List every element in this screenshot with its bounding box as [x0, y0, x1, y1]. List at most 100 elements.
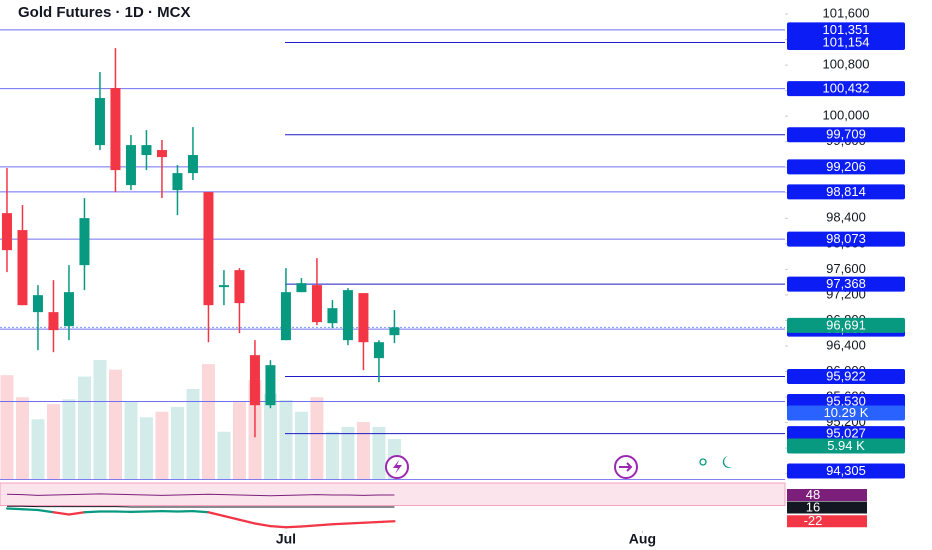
level-tag-label: 97,368	[826, 276, 866, 291]
indicator-segment	[377, 520, 396, 524]
indicator-segment	[315, 523, 334, 527]
indicator-segment	[83, 510, 102, 514]
level-tag	[787, 81, 905, 97]
volume-bar	[77, 376, 91, 480]
volume-tag-label: 5.94 K	[827, 438, 865, 453]
level-tag	[787, 463, 905, 479]
volume-bar	[93, 360, 107, 480]
x-tick-label: Aug	[629, 531, 656, 547]
last-price-tag	[787, 317, 905, 333]
indicator-segment	[36, 508, 55, 514]
volume-bar	[356, 422, 370, 480]
candle-body	[218, 285, 229, 288]
volume-bar	[62, 399, 76, 480]
level-tag	[787, 231, 905, 247]
candle-body	[187, 155, 198, 174]
level-tag-label: 101,351	[823, 22, 870, 37]
level-tag-label: 100,432	[823, 81, 870, 96]
candle-body	[311, 285, 322, 323]
y-tick-label: 101,600	[823, 5, 870, 20]
level-tag	[787, 127, 905, 143]
y-tick-label: 96,400	[826, 337, 866, 352]
volume-ma-tag-label: 10.29 K	[824, 405, 869, 420]
volume-bar	[232, 402, 246, 480]
last-price-tag-label: 96,691	[826, 317, 866, 332]
indicator-tag	[787, 515, 867, 528]
volume-bar	[170, 406, 184, 480]
candle-body	[234, 270, 245, 304]
lightning-icon[interactable]	[385, 455, 409, 479]
indicator-tag	[787, 501, 867, 514]
level-tag	[787, 276, 905, 292]
y-tick-label: 98,400	[826, 210, 866, 225]
replay-icon[interactable]	[614, 455, 638, 479]
indicator-tag-label: 48	[806, 487, 820, 502]
volume-bar	[139, 417, 153, 480]
theme-icons[interactable]	[699, 456, 732, 468]
candle-body	[156, 150, 167, 158]
level-tag	[787, 368, 905, 384]
indicator-segment	[300, 524, 319, 528]
level-tag	[787, 426, 905, 442]
level-tag-label: 95,922	[826, 368, 866, 383]
volume-bar	[186, 388, 200, 480]
indicator-segment	[238, 518, 257, 525]
level-tag	[787, 393, 905, 409]
candle-body	[1, 213, 12, 251]
candle-body	[265, 365, 276, 406]
level-tag-label: 101,154	[823, 34, 870, 49]
indicator-segment	[207, 511, 226, 518]
volume-bar	[15, 397, 29, 480]
indicator-segment	[222, 514, 241, 521]
candle-body	[172, 173, 183, 191]
indicator-segment	[331, 522, 350, 526]
level-tag	[787, 159, 905, 175]
volume-bar	[155, 411, 169, 480]
level-tag-label: 99,709	[826, 127, 866, 142]
candle-body	[327, 308, 338, 324]
volume-bar	[31, 419, 45, 480]
x-tick-label: Jul	[276, 531, 296, 547]
volume-bar	[46, 404, 60, 480]
volume-bar	[263, 393, 277, 480]
indicator-line	[6, 493, 395, 497]
volume-bar	[201, 364, 215, 480]
level-tag	[787, 22, 905, 38]
candle-body	[296, 283, 307, 293]
level-tag-label: 98,814	[826, 184, 866, 199]
candle-body	[94, 98, 105, 146]
indicator-segment	[52, 511, 71, 516]
indicator-segment	[346, 521, 365, 525]
volume-bar	[294, 411, 308, 480]
volume-tag	[787, 438, 905, 454]
volume-bar	[310, 397, 324, 480]
volume-bar	[0, 375, 14, 480]
price-pane	[0, 29, 785, 480]
candle-body	[342, 290, 353, 341]
candle-body	[63, 292, 74, 327]
candle-body	[32, 295, 43, 313]
volume-ma-tag	[787, 405, 905, 421]
indicator-segment	[21, 508, 40, 512]
indicator-segment	[362, 520, 381, 524]
level-tag-label: 95,530	[826, 393, 866, 408]
candle-body	[17, 230, 28, 306]
volume-bar	[279, 400, 293, 480]
y-tick-label: 97,600	[826, 261, 866, 276]
indicator-segment	[67, 511, 86, 516]
y-tick-label: 100,800	[823, 57, 870, 72]
level-tag-label: 94,305	[826, 463, 866, 478]
indicator-band	[0, 482, 786, 506]
volume-bar	[372, 426, 386, 480]
volume-bar	[325, 431, 339, 480]
indicator-segment	[253, 522, 272, 528]
candle-body	[373, 342, 384, 359]
indicator-line	[6, 505, 395, 508]
candle-body	[249, 355, 260, 406]
volume-bar	[217, 431, 231, 480]
indicator-segment	[269, 525, 288, 529]
candle-body	[125, 145, 136, 186]
indicator-segment	[284, 525, 303, 529]
candle-body	[141, 145, 152, 156]
